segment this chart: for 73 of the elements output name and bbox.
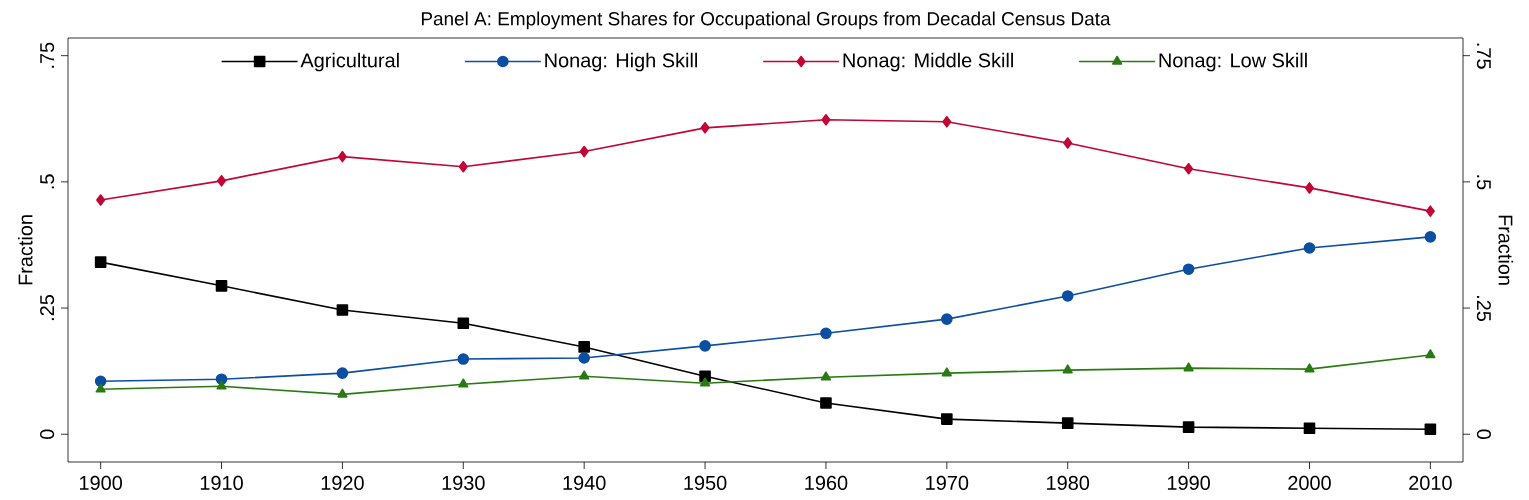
x-tick-label: 1990 — [1167, 475, 1210, 490]
point — [699, 377, 711, 387]
y2-tick-label: .75 — [1476, 43, 1491, 69]
point — [1425, 349, 1436, 359]
point — [699, 340, 711, 352]
point — [95, 383, 106, 393]
point — [96, 194, 106, 206]
point — [579, 145, 589, 158]
point — [215, 280, 228, 292]
point — [1182, 263, 1195, 275]
point — [457, 317, 470, 329]
x-tick-label: 1920 — [321, 475, 364, 490]
point — [1424, 231, 1437, 243]
y2-axis-title: Fraction — [1498, 215, 1514, 285]
x-tick-label: 1970 — [926, 475, 969, 490]
point — [1303, 242, 1316, 254]
point — [457, 353, 470, 365]
y-tick-label: .75 — [40, 42, 55, 68]
point — [337, 150, 347, 163]
x-tick-label: 2010 — [1409, 475, 1452, 490]
chart-title: Panel A: Employment Shares for Occupational Groups from Decadal Census Data — [421, 11, 1111, 30]
y-tick-label: .5 — [40, 174, 55, 189]
point — [942, 115, 952, 128]
point — [1424, 423, 1437, 435]
x-tick-label: 1950 — [684, 475, 727, 490]
point — [337, 388, 348, 398]
point — [336, 304, 349, 316]
y2-tick-label: 0 — [1476, 429, 1491, 439]
point — [941, 313, 953, 325]
point — [458, 378, 469, 388]
legend-label: Nonag: Low Skill — [1159, 52, 1307, 72]
point — [1063, 137, 1073, 149]
point — [94, 256, 107, 268]
x-tick-label: 1900 — [79, 475, 123, 490]
point — [1061, 290, 1074, 302]
x-tick-label: 1940 — [563, 475, 606, 490]
point — [216, 175, 227, 187]
y-tick-label: 0 — [40, 429, 55, 439]
y-tick-label: .25 — [40, 295, 55, 321]
point — [820, 371, 832, 381]
point — [821, 113, 831, 126]
y2-tick-label: .5 — [1476, 175, 1491, 190]
point — [579, 370, 590, 380]
point — [1182, 421, 1195, 433]
point — [1303, 422, 1316, 434]
point — [1304, 182, 1315, 194]
x-tick-label: 1930 — [442, 475, 485, 490]
x-tick-label: 2000 — [1288, 475, 1331, 490]
point — [1183, 362, 1194, 372]
point — [699, 370, 711, 382]
point — [578, 352, 590, 364]
point — [578, 341, 590, 353]
point — [941, 367, 952, 377]
point — [820, 327, 832, 340]
point — [700, 122, 710, 134]
point — [336, 367, 349, 379]
legend-label: Nonag: Middle Skill — [843, 52, 1013, 72]
point — [820, 397, 832, 409]
y2-tick-label: .25 — [1476, 296, 1491, 322]
x-tick-label: 1910 — [200, 475, 243, 490]
legend-label: Agricultural — [300, 52, 399, 72]
y-axis-title: Fraction — [17, 215, 33, 285]
point — [1425, 205, 1435, 217]
x-tick-label: 1960 — [805, 475, 848, 490]
point — [1304, 363, 1315, 373]
point — [1061, 417, 1074, 429]
point — [1062, 364, 1073, 374]
point — [1184, 162, 1194, 175]
x-tick-label: 1980 — [1047, 475, 1090, 490]
point — [941, 413, 953, 425]
point — [216, 380, 227, 390]
legend-label: Nonag: High Skill — [545, 52, 697, 72]
point — [458, 160, 468, 173]
